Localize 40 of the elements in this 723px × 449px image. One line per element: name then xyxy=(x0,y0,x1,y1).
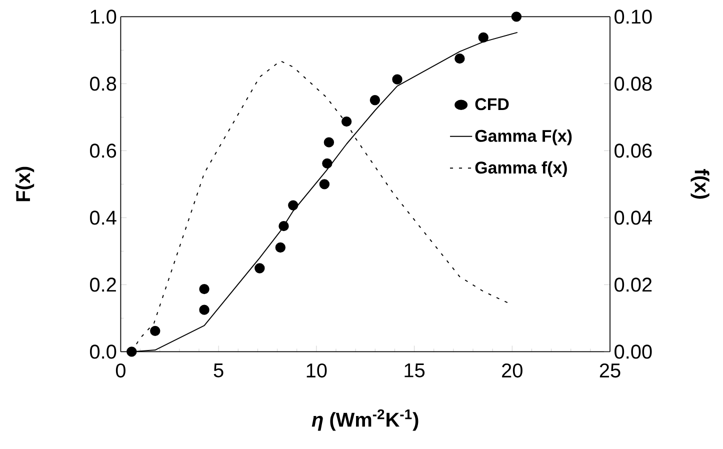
y-tick-label: 1.0 xyxy=(90,10,116,24)
point xyxy=(275,242,286,253)
y2-tick-label: 0.10 xyxy=(614,10,652,24)
y2-tick-label: 0.00 xyxy=(614,344,652,359)
point xyxy=(324,137,334,148)
y-tick-label: 0.2 xyxy=(90,278,116,292)
point xyxy=(392,74,402,84)
y-tick-label: 0.8 xyxy=(90,76,116,91)
point xyxy=(478,32,488,43)
x-tick-label: 5 xyxy=(214,363,224,378)
point xyxy=(288,200,298,210)
x-axis-title: η (Wm$^{-2}$K$^{-1}$) xyxy=(312,409,418,431)
point xyxy=(199,304,210,315)
legend-label: Gamma f(x) xyxy=(475,161,567,178)
point xyxy=(370,95,380,106)
y2-tick-label: 0.04 xyxy=(614,210,652,225)
point xyxy=(278,220,289,232)
point xyxy=(341,116,352,127)
x-tick-label: 20 xyxy=(502,363,522,378)
y-tick-label: 0.4 xyxy=(90,210,116,225)
y2-tick-label: 0.02 xyxy=(614,278,652,292)
y2-tick-label: 0.06 xyxy=(614,144,652,158)
x-tick-label: 10 xyxy=(306,363,327,378)
y2-tick-label: 0.08 xyxy=(614,76,652,91)
y2-axis-title: f(x) xyxy=(690,169,710,199)
point xyxy=(199,284,210,294)
y-tick-label: 0.0 xyxy=(90,344,116,359)
point xyxy=(254,263,265,274)
x-tick-label: 15 xyxy=(404,363,425,378)
y-tick-label: 0.6 xyxy=(90,144,116,158)
point xyxy=(454,53,465,64)
legend-label: Gamma F(x) xyxy=(475,129,572,146)
x-tick-label: 0 xyxy=(116,363,126,378)
point xyxy=(319,179,330,190)
point xyxy=(322,158,332,169)
y-axis-title: F(x) xyxy=(16,166,34,202)
x-tick-label: 25 xyxy=(600,363,620,378)
point xyxy=(126,346,137,357)
legend-label: CFD xyxy=(475,98,509,110)
point xyxy=(150,326,160,336)
